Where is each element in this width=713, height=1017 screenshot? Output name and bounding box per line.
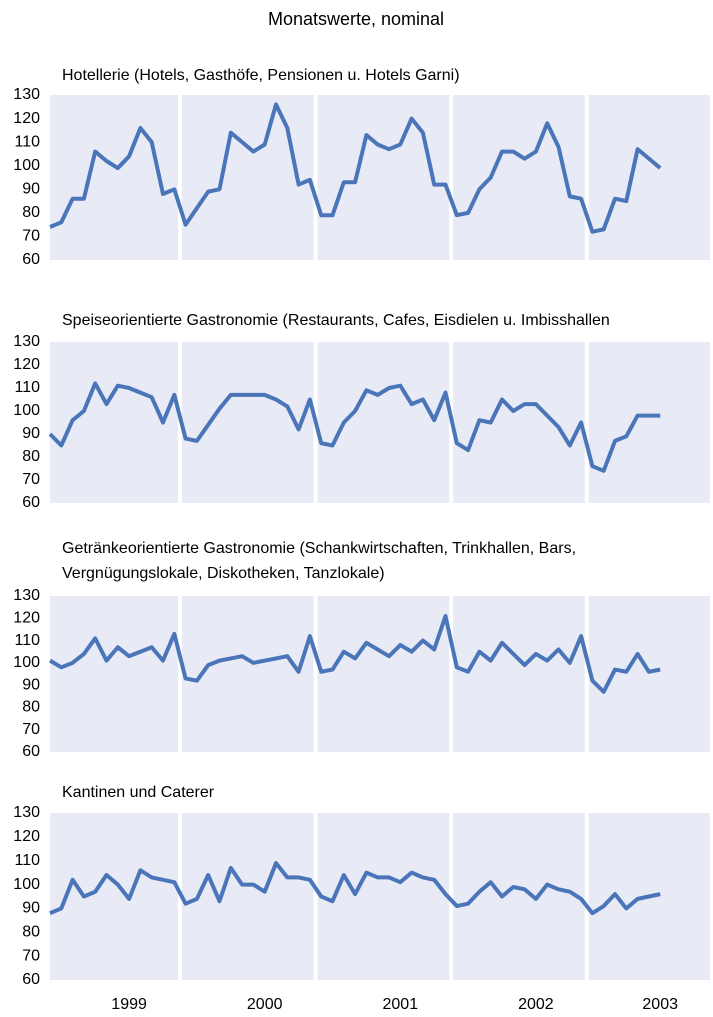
y-tick-label: 110 xyxy=(14,379,40,396)
y-tick-label: 90 xyxy=(22,900,40,917)
y-tick-label: 100 xyxy=(13,654,40,671)
y-tick-label: 80 xyxy=(22,448,40,465)
page-title: Monatswerte, nominal xyxy=(268,9,444,29)
y-tick-label: 100 xyxy=(13,157,40,174)
y-tick-label: 120 xyxy=(13,110,40,127)
y-tick-label: 110 xyxy=(14,133,40,150)
y-tick-label: 110 xyxy=(14,632,40,649)
y-tick-label: 70 xyxy=(22,947,40,964)
y-tick-label: 60 xyxy=(22,743,40,760)
y-tick-label: 90 xyxy=(22,676,40,693)
x-tick-label: 2000 xyxy=(247,996,283,1013)
y-tick-label: 130 xyxy=(13,587,40,604)
y-tick-label: 70 xyxy=(22,471,40,488)
y-tick-label: 120 xyxy=(13,610,40,627)
plot-area xyxy=(50,342,710,503)
panel-title: Speiseorientierte Gastronomie (Restauran… xyxy=(62,312,610,329)
x-tick-label: 2001 xyxy=(383,996,419,1013)
y-tick-label: 60 xyxy=(22,494,40,511)
y-tick-label: 70 xyxy=(22,228,40,245)
y-tick-label: 100 xyxy=(13,402,40,419)
panel-title: Hotellerie (Hotels, Gasthöfe, Pensionen … xyxy=(62,67,460,84)
panel-title: Getränkeorientierte Gastronomie (Schankw… xyxy=(62,540,576,557)
y-tick-label: 90 xyxy=(22,181,40,198)
y-tick-label: 110 xyxy=(14,852,40,869)
data-line xyxy=(49,102,662,234)
data-line xyxy=(48,614,661,694)
y-tick-label: 90 xyxy=(22,425,40,442)
y-tick-label: 130 xyxy=(13,86,40,103)
y-tick-label: 80 xyxy=(22,924,40,941)
x-tick-label: 2003 xyxy=(642,996,678,1013)
x-tick-label: 2002 xyxy=(518,996,554,1013)
data-line xyxy=(48,381,661,473)
data-line xyxy=(49,861,661,916)
y-tick-label: 80 xyxy=(22,204,40,221)
plot-area xyxy=(50,813,710,980)
y-tick-label: 130 xyxy=(13,804,40,821)
y-tick-label: 120 xyxy=(13,356,40,373)
y-tick-label: 130 xyxy=(13,333,40,350)
x-tick-label: 1999 xyxy=(111,996,147,1013)
y-tick-label: 60 xyxy=(22,971,40,988)
y-tick-label: 70 xyxy=(22,721,40,738)
panel-title: Vergnügungslokale, Diskotheken, Tanzloka… xyxy=(62,565,385,582)
plot-area xyxy=(50,95,710,260)
y-tick-label: 60 xyxy=(22,251,40,268)
panel-title: Kantinen und Caterer xyxy=(62,784,215,801)
plot-area xyxy=(50,596,710,752)
y-tick-label: 120 xyxy=(13,828,40,845)
y-tick-label: 80 xyxy=(22,699,40,716)
y-tick-label: 100 xyxy=(13,876,40,893)
